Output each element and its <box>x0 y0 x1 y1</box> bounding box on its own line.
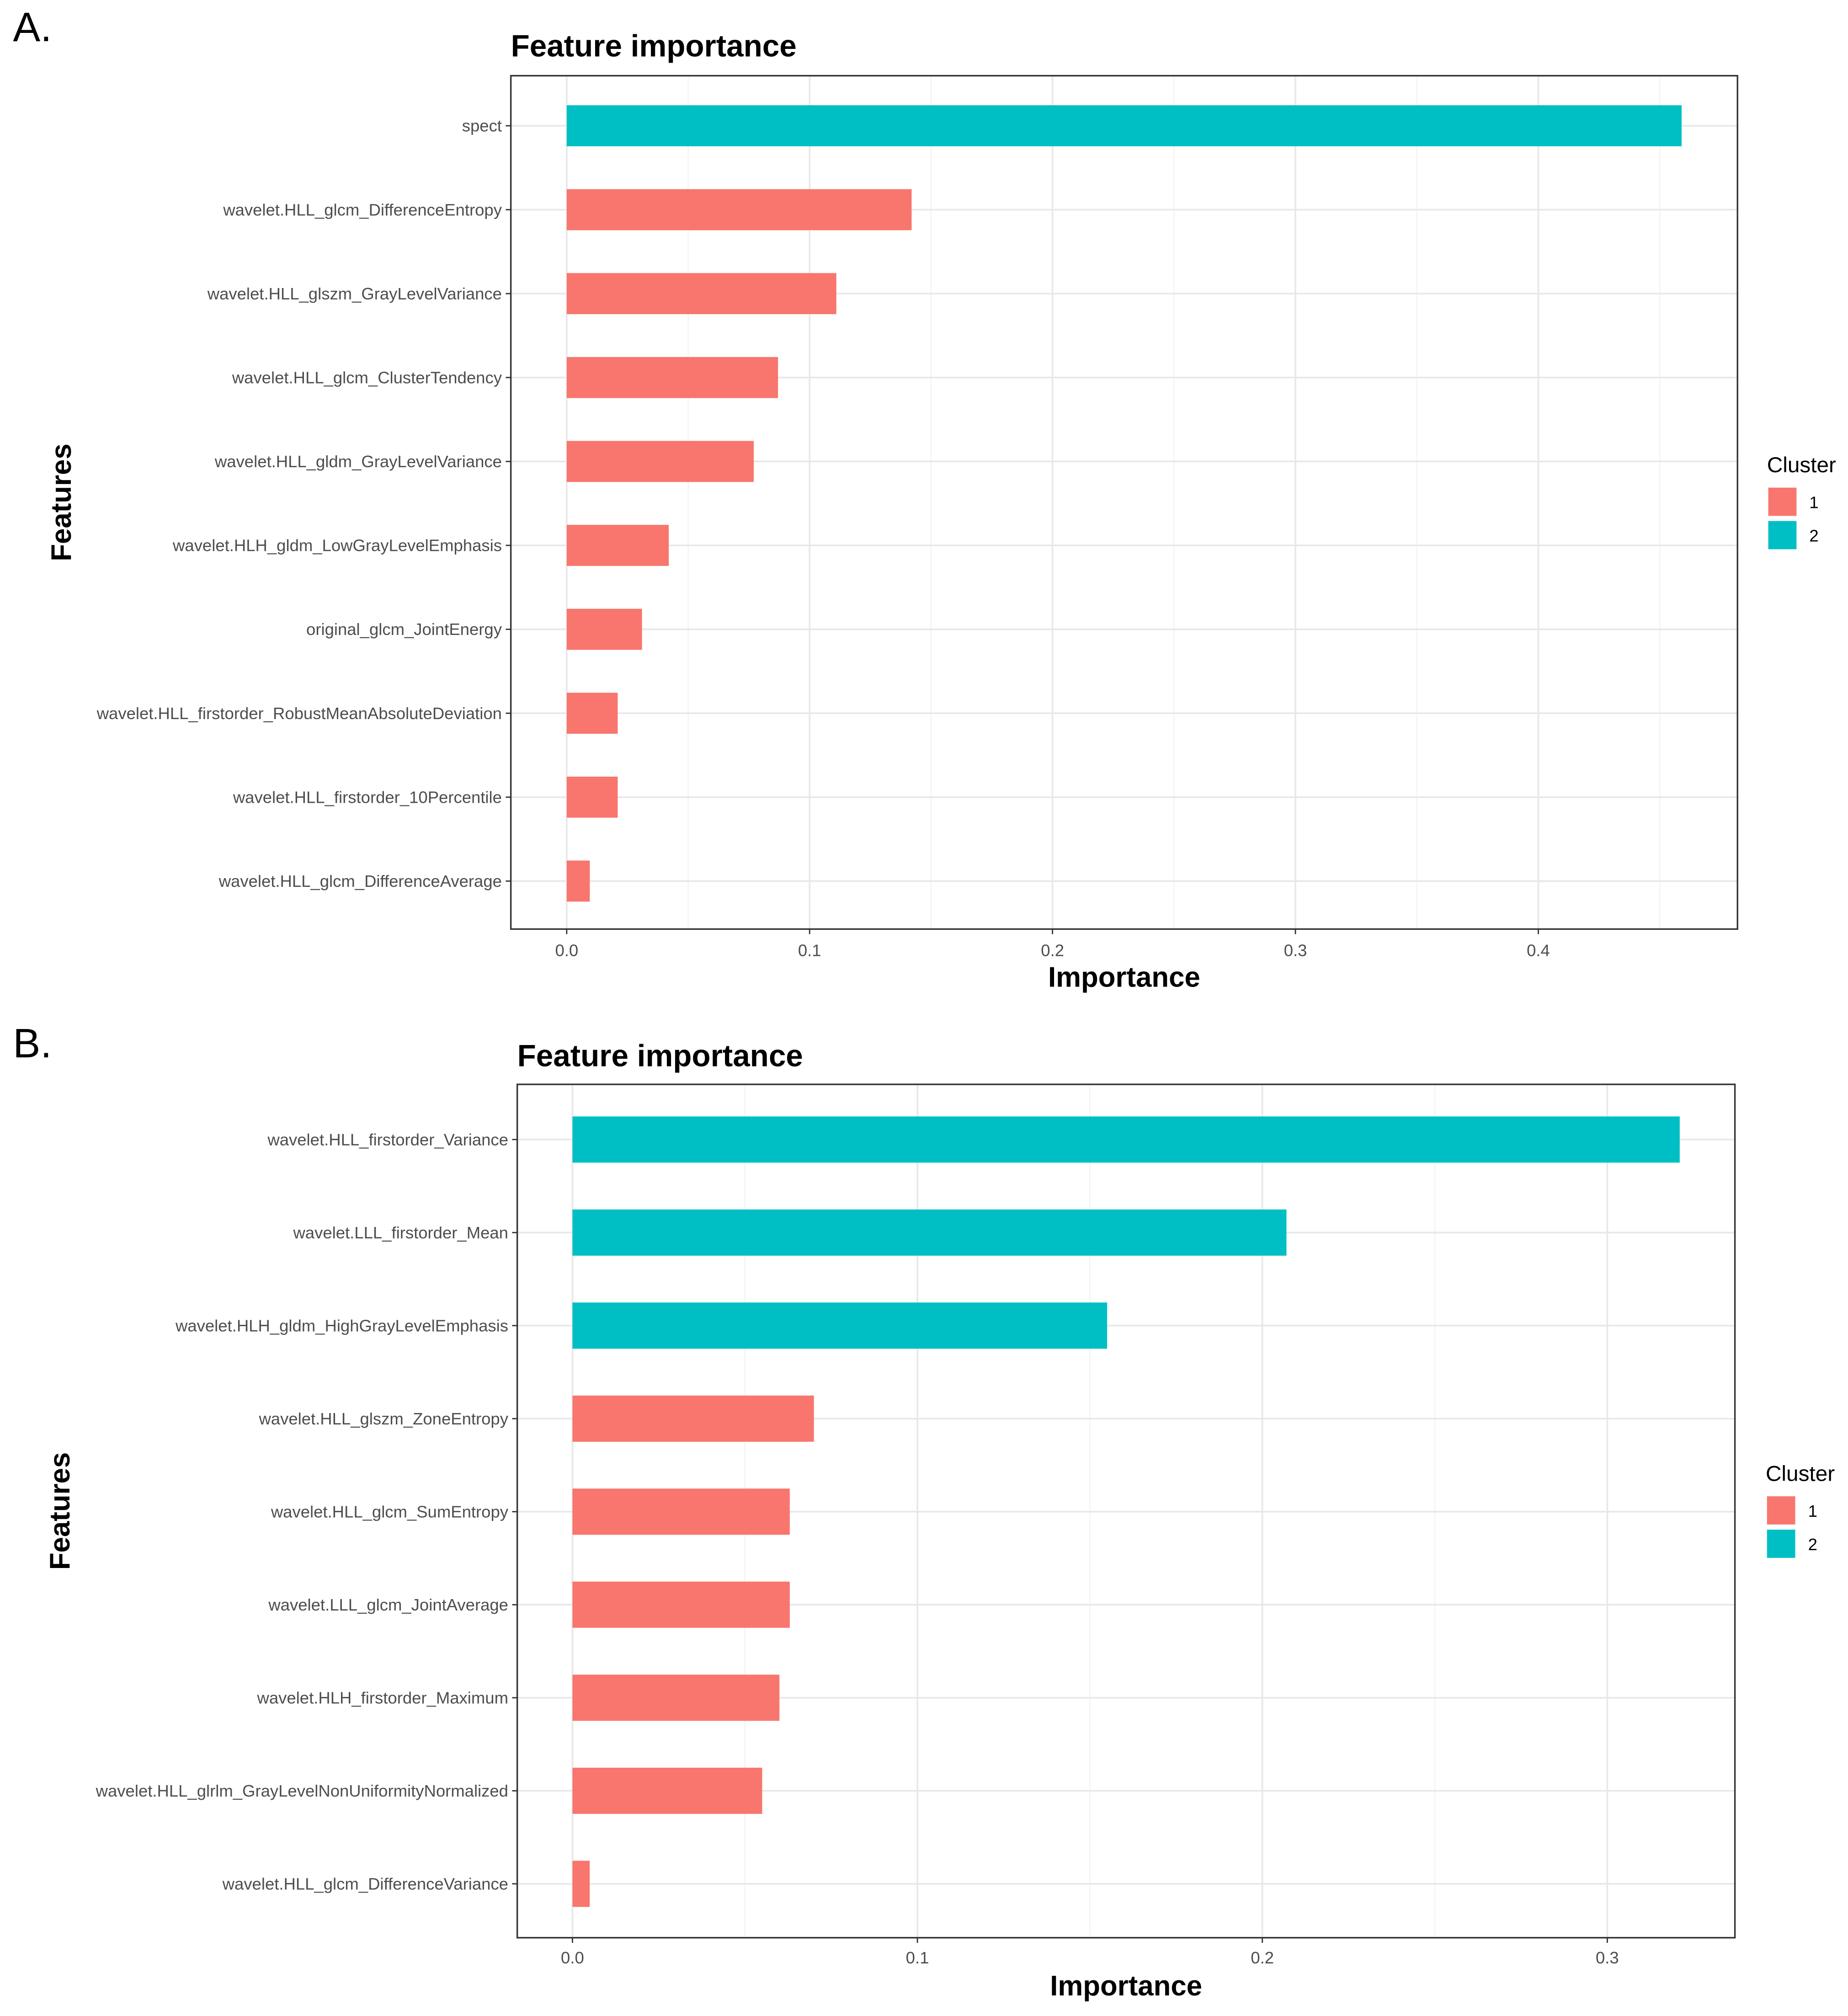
y-tick-label: wavelet.HLL_glcm_DifferenceAverage <box>218 872 502 891</box>
y-tick-label: wavelet.HLL_glcm_DifferenceEntropy <box>223 200 502 219</box>
legend-key-1 <box>1767 1496 1795 1525</box>
x-tick-label: 0.1 <box>906 1948 929 1967</box>
bar-7 <box>566 608 642 650</box>
bar-7 <box>572 1675 780 1721</box>
y-tick-label: original_glcm_JointEnergy <box>306 620 502 639</box>
legend-title: Cluster <box>1766 1461 1835 1486</box>
y-tick-label: wavelet.HLL_firstorder_10Percentile <box>233 788 502 806</box>
y-tick-label: wavelet.HLL_glcm_ClusterTendency <box>232 368 502 387</box>
x-tick-label: 0.2 <box>1251 1948 1274 1967</box>
chart-title: Feature importance <box>517 1039 803 1073</box>
legend-label: 2 <box>1809 527 1818 545</box>
y-tick-label: wavelet.HLL_firstorder_Variance <box>267 1130 508 1149</box>
legend-label: 2 <box>1808 1535 1817 1554</box>
y-tick-label: wavelet.LLL_glcm_JointAverage <box>268 1595 508 1614</box>
panel-label: A. <box>13 5 52 50</box>
legend: Cluster 1 2 <box>1766 1461 1835 1558</box>
bar-10 <box>566 860 590 902</box>
y-tick-label: wavelet.HLL_glcm_SumEntropy <box>271 1502 509 1521</box>
y-tick-label: wavelet.HLL_glcm_DifferenceVariance <box>222 1874 508 1893</box>
legend-key-2 <box>1768 521 1797 549</box>
y-tick-label: wavelet.HLH_gldm_HighGrayLevelEmphasis <box>175 1316 508 1335</box>
bar-9 <box>566 776 618 818</box>
chart-title: Feature importance <box>511 29 797 64</box>
bar-3 <box>566 273 836 315</box>
chart-panel-a: A. Feature importance 0.0 0.1 0.2 0.3 0.4 spect… <box>13 5 1836 993</box>
bar-4 <box>566 357 778 398</box>
y-tick-label: wavelet.HLL_glszm_ZoneEntropy <box>258 1409 508 1428</box>
x-tick-label: 0.1 <box>798 941 821 960</box>
bar-2 <box>572 1209 1287 1256</box>
y-tick-label: wavelet.LLL_firstorder_Mean <box>293 1223 508 1242</box>
y-tick-label: wavelet.HLL_glrlm_GrayLevelNonUniformity… <box>96 1781 508 1800</box>
y-axis-label: Features <box>44 1452 76 1570</box>
y-tick-label: wavelet.HLL_gldm_GrayLevelVariance <box>214 452 502 471</box>
bar-6 <box>566 525 669 566</box>
chart-panel-b: B. Feature importance 0.0 0.1 0.2 0.3 wavelet.… <box>13 1021 1835 2002</box>
bar-4 <box>572 1395 814 1442</box>
bar-5 <box>572 1488 790 1535</box>
x-tick-label: 0.4 <box>1527 941 1550 960</box>
plot-border <box>510 75 1738 930</box>
y-tick-label: wavelet.HLH_gldm_LowGrayLevelEmphasis <box>172 536 502 555</box>
y-tick-label: wavelet.HLH_firstorder_Maximum <box>257 1688 508 1707</box>
bar-8 <box>572 1767 762 1814</box>
bar-6 <box>572 1581 790 1628</box>
legend-label: 1 <box>1808 1502 1817 1520</box>
bar-5 <box>566 441 754 482</box>
legend-key-2 <box>1767 1530 1795 1558</box>
x-axis-label: Importance <box>1048 962 1200 993</box>
legend-title: Cluster <box>1767 453 1836 477</box>
x-tick-label: 0.2 <box>1041 941 1064 960</box>
x-tick-label: 0.0 <box>561 1948 584 1967</box>
y-tick-label: wavelet.HLL_glszm_GrayLevelVariance <box>207 284 502 303</box>
y-tick-label: wavelet.HLL_firstorder_RobustMeanAbsolut… <box>96 704 502 723</box>
y-axis-label: Features <box>46 443 77 561</box>
y-tick-label: spect <box>462 117 502 135</box>
bar-3 <box>572 1302 1108 1349</box>
legend: Cluster 1 2 <box>1767 453 1836 549</box>
x-axis-label: Importance <box>1050 1970 1202 2002</box>
bar-1 <box>566 105 1682 147</box>
bar-1 <box>572 1116 1680 1163</box>
legend-key-1 <box>1768 487 1797 516</box>
x-tick-label: 0.3 <box>1596 1948 1619 1967</box>
bar-2 <box>566 189 912 230</box>
legend-label: 1 <box>1809 493 1818 512</box>
plot-border <box>516 1083 1736 1939</box>
panel-label: B. <box>13 1021 52 1067</box>
x-tick-label: 0.0 <box>555 941 578 960</box>
bar-8 <box>566 693 618 734</box>
x-tick-label: 0.3 <box>1284 941 1307 960</box>
bar-9 <box>572 1861 590 1907</box>
